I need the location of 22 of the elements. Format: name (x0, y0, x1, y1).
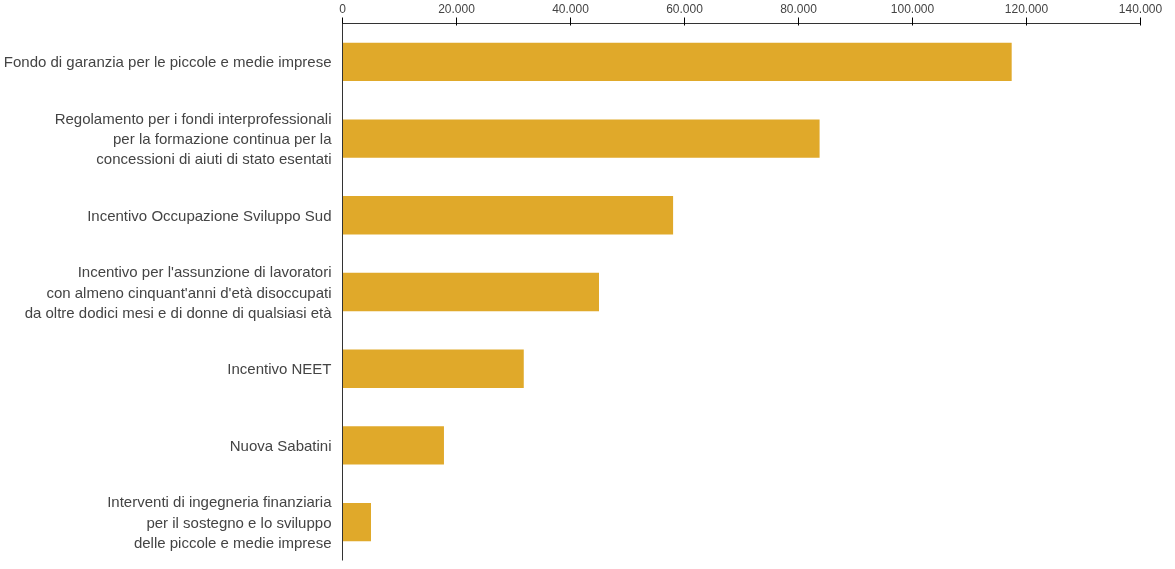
bar (342, 119, 820, 158)
bar (342, 196, 674, 235)
x-tick-label: 20.000 (438, 1, 476, 16)
bar (342, 426, 444, 465)
x-tick-label: 80.000 (780, 1, 818, 16)
y-tick-label: Incentivo per l'assunzione di lavoratori con almeno cinquant'anni d'età disoccupati da oltre dodici mesi e di donne di qualsiasi età (24, 263, 333, 321)
x-tick-label: 140.000 (1118, 1, 1163, 16)
y-tick-label: Incentivo Occupazione Sviluppo Sud (87, 206, 332, 224)
y-tick-label: Fondo di garanzia per le piccole e medie imprese (3, 53, 332, 71)
bar (342, 42, 1012, 82)
y-tick-label: Regolamento per i fondi interprofessionali per la formazione continua per la concessioni di aiuti di stato esentati (54, 109, 333, 168)
y-tick-label: Interventi di ingegneria finanziaria per il sostegno e lo sviluppo delle piccole e medie imprese (107, 493, 333, 552)
y-tick-label: Incentivo NEET (227, 360, 332, 378)
x-tick-label: 100.000 (890, 1, 935, 16)
x-tick-label: 120.000 (1004, 1, 1049, 16)
bar (342, 502, 371, 542)
x-tick-label: 40.000 (552, 1, 590, 16)
x-tick-label: 60.000 (666, 1, 704, 16)
y-tick-label: Nuova Sabatini (229, 436, 332, 454)
x-tick-label: 0 (339, 1, 347, 16)
bar (342, 272, 599, 312)
bar (342, 349, 524, 388)
